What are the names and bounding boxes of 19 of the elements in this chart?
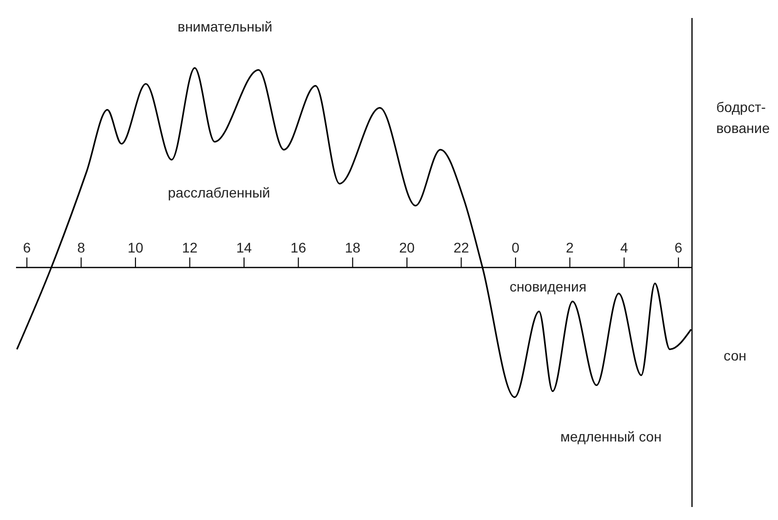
x-tick-label: 0 [512,239,520,256]
x-tick-label: 6 [22,239,31,256]
x-tick-label: 20 [399,239,415,256]
x-tick-label: 22 [453,239,470,256]
x-tick-label: 16 [290,239,306,256]
text: медленный сон [560,428,662,446]
x-tick-label: 10 [128,239,144,256]
x-tick-label: 12 [182,239,198,256]
text: бодрст- вование [716,98,770,138]
annotation: сновидения [510,278,586,296]
x-tick-label: 4 [620,239,628,256]
x-tick-label: 14 [236,239,252,256]
x-tick-label: 6 [674,239,683,256]
x-tick-label: 2 [566,239,574,256]
annotation: расслабленный [168,184,270,202]
text: сон [724,346,746,366]
x-tick-label: 18 [344,239,361,256]
text: внимательный [178,18,272,36]
x-tick-label: 8 [77,239,86,256]
